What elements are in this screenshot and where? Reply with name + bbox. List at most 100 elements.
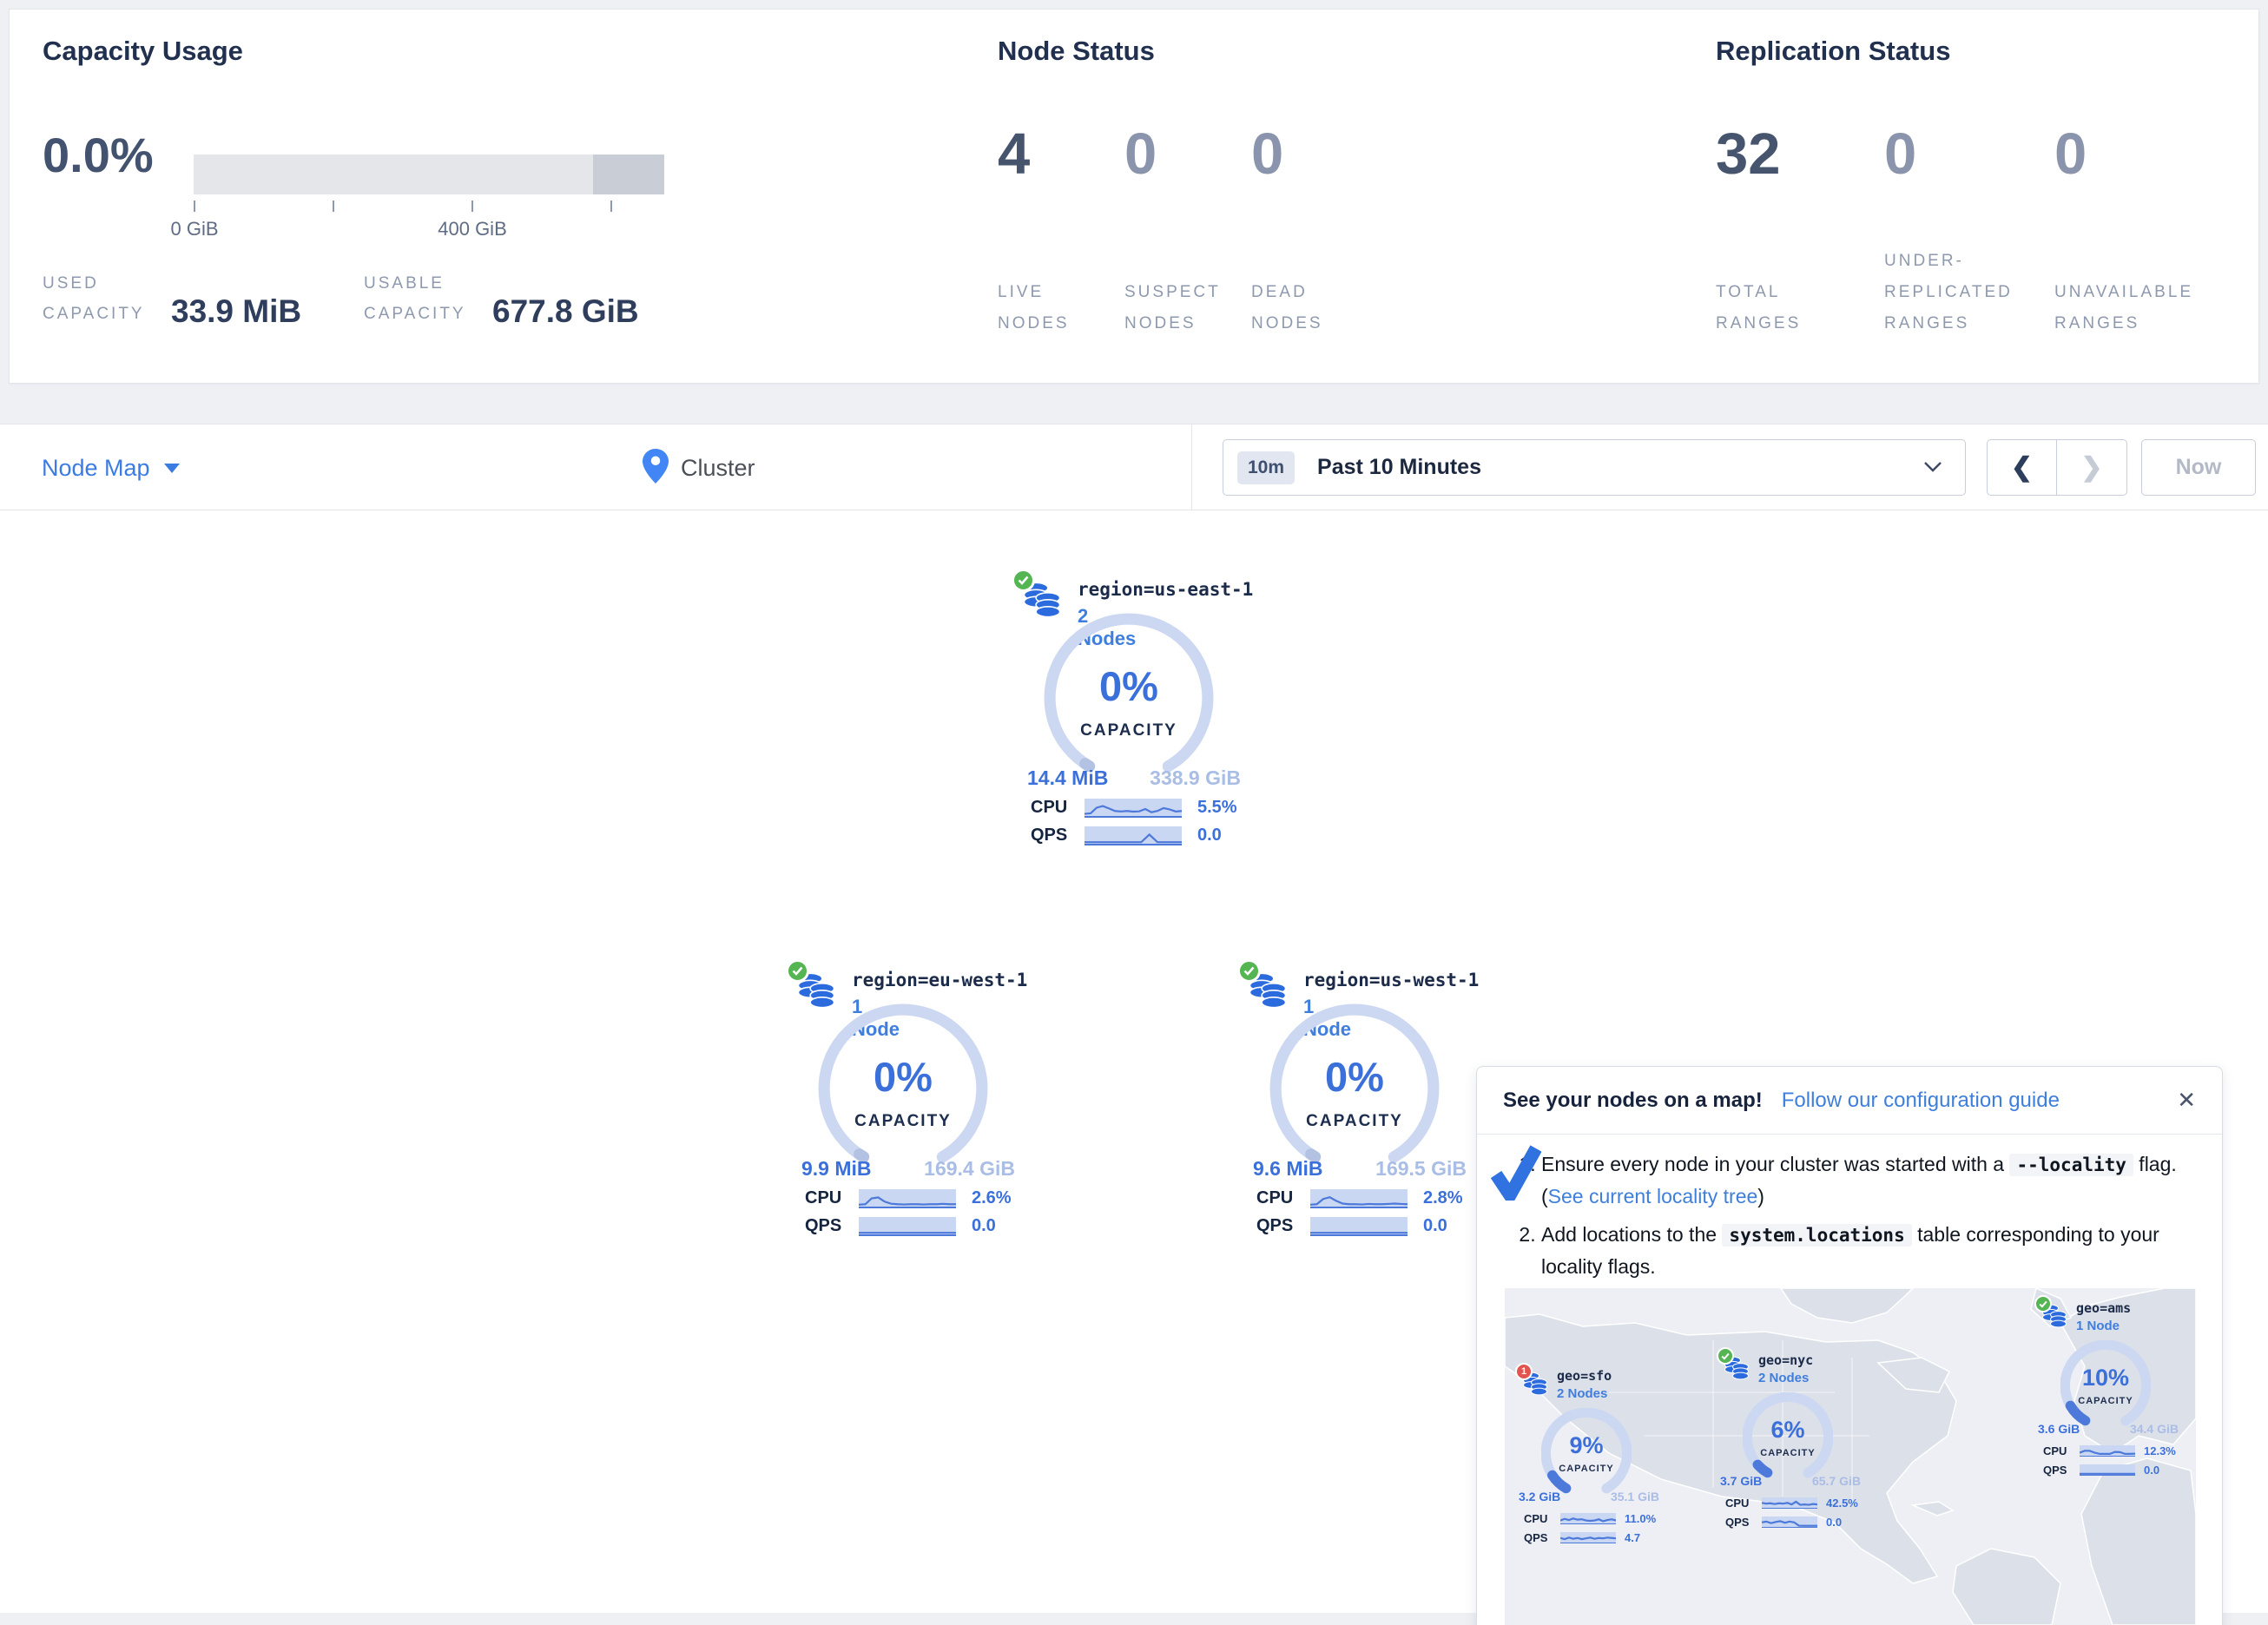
- used-capacity: 3.6 GiB: [2038, 1422, 2080, 1436]
- map-pin-icon: [643, 448, 669, 488]
- live-nodes-value: 4: [998, 122, 1031, 187]
- status-ok-icon: [1717, 1347, 1734, 1365]
- locality-flag-code: --locality: [2009, 1154, 2133, 1176]
- map-node-sfo[interactable]: 1 geo=sfo 2 Nodes 9% CAPACITY 3.2 GiB 35…: [1515, 1363, 1663, 1549]
- cpu-sparkline: [859, 1188, 956, 1208]
- used-capacity: 9.9 MiB: [801, 1157, 872, 1180]
- breadcrumb[interactable]: Cluster: [643, 424, 755, 511]
- node-count-label[interactable]: 1 Node: [2076, 1319, 2120, 1333]
- capacity-percent: 9%: [1569, 1432, 1604, 1458]
- under-replicated-ranges-value: 0: [1884, 122, 1917, 187]
- used-capacity-value: 33.9 MiB: [171, 293, 302, 329]
- capacity-usage-bar: [194, 155, 664, 194]
- node-count-label[interactable]: 2 Nodes: [1758, 1371, 1810, 1385]
- cpu-sparkline: [2080, 1445, 2135, 1457]
- cpu-value: 42.5%: [1826, 1497, 1858, 1510]
- capacity-percent: 0%: [1099, 663, 1158, 709]
- popup-header: See your nodes on a map! Follow our conf…: [1477, 1067, 2222, 1135]
- database-nodes-icon: [1248, 970, 1288, 1016]
- status-ok-icon: [1237, 959, 1261, 983]
- status-ok-icon: [2034, 1295, 2052, 1312]
- capacity-axis-label: 0 GiB: [170, 218, 219, 240]
- usable-capacity-value: 677.8 GiB: [492, 293, 639, 329]
- qps-sparkline: [859, 1216, 956, 1236]
- used-capacity-label: USED CAPACITY: [43, 274, 145, 323]
- cpu-label: CPU: [805, 1188, 842, 1207]
- popup-step-1: Ensure every node in your cluster was st…: [1541, 1148, 2191, 1212]
- configuration-guide-link[interactable]: Follow our configuration guide: [1781, 1088, 2060, 1112]
- qps-sparkline: [1085, 826, 1182, 845]
- capacity-axis-tick: [471, 201, 473, 212]
- node-status-title: Node Status: [998, 36, 1155, 66]
- toolbar: Node Map Cluster 10m Past 10 Minutes ❮ ❯…: [0, 424, 2268, 511]
- node-widget-us-west-1[interactable]: region=us-west-1 1 Node 0% CAPACITY 9.6 …: [1237, 959, 1482, 1239]
- capacity-gauge: 0% CAPACITY: [1267, 1001, 1442, 1176]
- capacity-usage-title: Capacity Usage: [43, 36, 243, 66]
- qps-value: 0.0: [2144, 1464, 2160, 1477]
- qps-value: 4.7: [1625, 1531, 1641, 1544]
- dead-nodes-value: 0: [1251, 122, 1284, 187]
- database-nodes-icon: [1522, 1370, 1548, 1402]
- qps-sparkline: [2080, 1464, 2135, 1476]
- time-range-label: Past 10 Minutes: [1317, 455, 1481, 479]
- total-capacity: 169.5 GiB: [1375, 1157, 1467, 1180]
- qps-label: QPS: [1256, 1216, 1294, 1235]
- node-map-canvas: region=us-east-1 2 Nodes 0% CAPACITY 14.…: [0, 510, 2268, 1625]
- time-range-selector[interactable]: 10m Past 10 Minutes: [1223, 439, 1966, 496]
- close-icon[interactable]: ✕: [2177, 1087, 2196, 1113]
- view-selector-dropdown[interactable]: Node Map: [42, 424, 180, 511]
- now-button[interactable]: Now: [2141, 439, 2256, 496]
- node-count-label[interactable]: 2 Nodes: [1557, 1386, 1608, 1401]
- node-widget-us-east-1[interactable]: region=us-east-1 2 Nodes 0% CAPACITY 14.…: [1012, 569, 1256, 848]
- qps-label: QPS: [1524, 1531, 1548, 1544]
- map-config-popup: See your nodes on a map! Follow our conf…: [1476, 1066, 2223, 1625]
- node-widget-eu-west-1[interactable]: region=eu-west-1 1 Node 0% CAPACITY 9.9 …: [786, 959, 1031, 1239]
- qps-sparkline: [1560, 1532, 1616, 1543]
- locality-label: geo=sfo: [1557, 1368, 1612, 1384]
- warning-badge: 1: [1515, 1363, 1533, 1380]
- used-capacity: 9.6 MiB: [1253, 1157, 1323, 1180]
- cpu-sparkline: [1762, 1497, 1817, 1509]
- capacity-percent: 10%: [2081, 1365, 2130, 1391]
- time-prev-button[interactable]: ❮: [1988, 440, 2057, 495]
- total-capacity: 169.4 GiB: [924, 1157, 1015, 1180]
- capacity-gauge: 10% CAPACITY: [2060, 1340, 2151, 1431]
- cpu-sparkline: [1085, 798, 1182, 818]
- time-range-badge: 10m: [1237, 451, 1296, 484]
- time-nav-group: ❮ ❯: [1987, 439, 2127, 496]
- cpu-label: CPU: [1031, 798, 1068, 817]
- unavailable-ranges-label: UNAVAILABLE RANGES: [2054, 283, 2194, 332]
- node-count-label[interactable]: 1 Node: [1303, 996, 1351, 1040]
- node-count-label[interactable]: 2 Nodes: [1078, 605, 1137, 649]
- map-node-ams[interactable]: geo=ams 1 Node 10% CAPACITY 3.6 GiB 34.4…: [2034, 1295, 2182, 1482]
- cpu-value: 11.0%: [1625, 1512, 1657, 1525]
- capacity-gauge: 0% CAPACITY: [1041, 610, 1216, 786]
- summary-card: Capacity Usage 0.0% 0 GiB 400 GiB USED C…: [9, 9, 2259, 384]
- qps-sparkline: [1310, 1216, 1408, 1236]
- toolbar-divider: [1191, 424, 1192, 511]
- cpu-label: CPU: [1524, 1512, 1548, 1525]
- locality-label: region=eu-west-1: [852, 970, 1028, 990]
- qps-sparkline: [1762, 1516, 1817, 1528]
- time-next-button[interactable]: ❯: [2080, 453, 2103, 482]
- capacity-label: CAPACITY: [2078, 1396, 2133, 1406]
- capacity-axis-tick: [610, 201, 612, 212]
- qps-value: 0.0: [972, 1216, 996, 1235]
- capacity-gauge: 6% CAPACITY: [1743, 1392, 1833, 1483]
- used-capacity: 14.4 MiB: [1027, 766, 1109, 789]
- map-node-nyc[interactable]: geo=nyc 2 Nodes 6% CAPACITY 3.7 GiB 65.7…: [1717, 1347, 1864, 1534]
- total-capacity: 65.7 GiB: [1811, 1474, 1861, 1488]
- breadcrumb-label: Cluster: [681, 454, 755, 481]
- used-capacity: 3.7 GiB: [1720, 1474, 1763, 1488]
- cpu-sparkline: [1560, 1513, 1616, 1524]
- live-nodes-label: LIVE NODES: [998, 283, 1070, 332]
- locality-label: geo=nyc: [1758, 1352, 1814, 1368]
- suspect-nodes-label: SUSPECT NODES: [1124, 283, 1221, 332]
- total-capacity: 34.4 GiB: [2129, 1422, 2179, 1436]
- cpu-value: 2.6%: [972, 1188, 1012, 1207]
- cpu-sparkline: [1310, 1188, 1408, 1208]
- qps-value: 0.0: [1197, 826, 1222, 845]
- locality-label: region=us-west-1: [1303, 970, 1480, 990]
- locality-tree-link[interactable]: See current locality tree: [1547, 1185, 1758, 1207]
- total-ranges-value: 32: [1716, 122, 1781, 187]
